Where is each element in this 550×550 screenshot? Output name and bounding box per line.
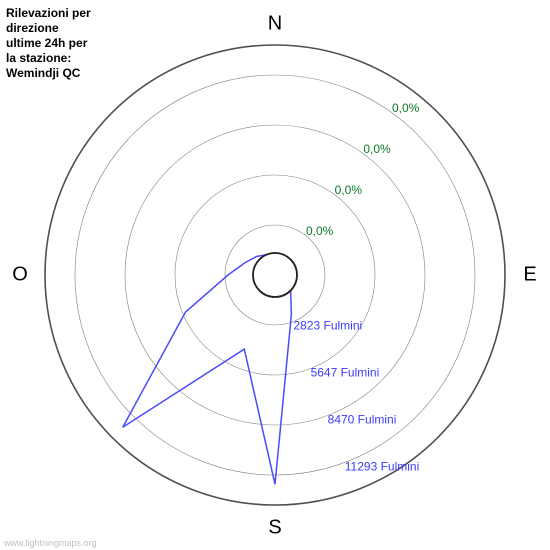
fulmini-label-ring-3: 8470 Fulmini — [328, 413, 397, 427]
footer-credit: www.lightningmaps.org — [4, 538, 97, 548]
cardinal-E: E — [523, 263, 536, 285]
fulmini-label-ring-2: 5647 Fulmini — [311, 366, 380, 380]
pct-label-ring-4: 0,0% — [392, 101, 420, 115]
cardinal-N: N — [268, 12, 282, 34]
cardinal-S: S — [268, 516, 281, 538]
fulmini-label-ring-4: 11293 Fulmini — [345, 460, 419, 474]
pct-label-ring-1: 0,0% — [306, 224, 334, 238]
fulmini-label-ring-1: 2823 Fulmini — [293, 319, 362, 333]
cardinal-O: O — [12, 263, 28, 285]
pct-label-ring-2: 0,0% — [335, 183, 363, 197]
pct-label-ring-3: 0,0% — [363, 142, 391, 156]
polar-chart: N E S O 0,0% 0,0% 0,0% 0,0% 2823 Fulmini 5647 Ful… — [0, 0, 550, 550]
center-hole — [253, 253, 297, 297]
